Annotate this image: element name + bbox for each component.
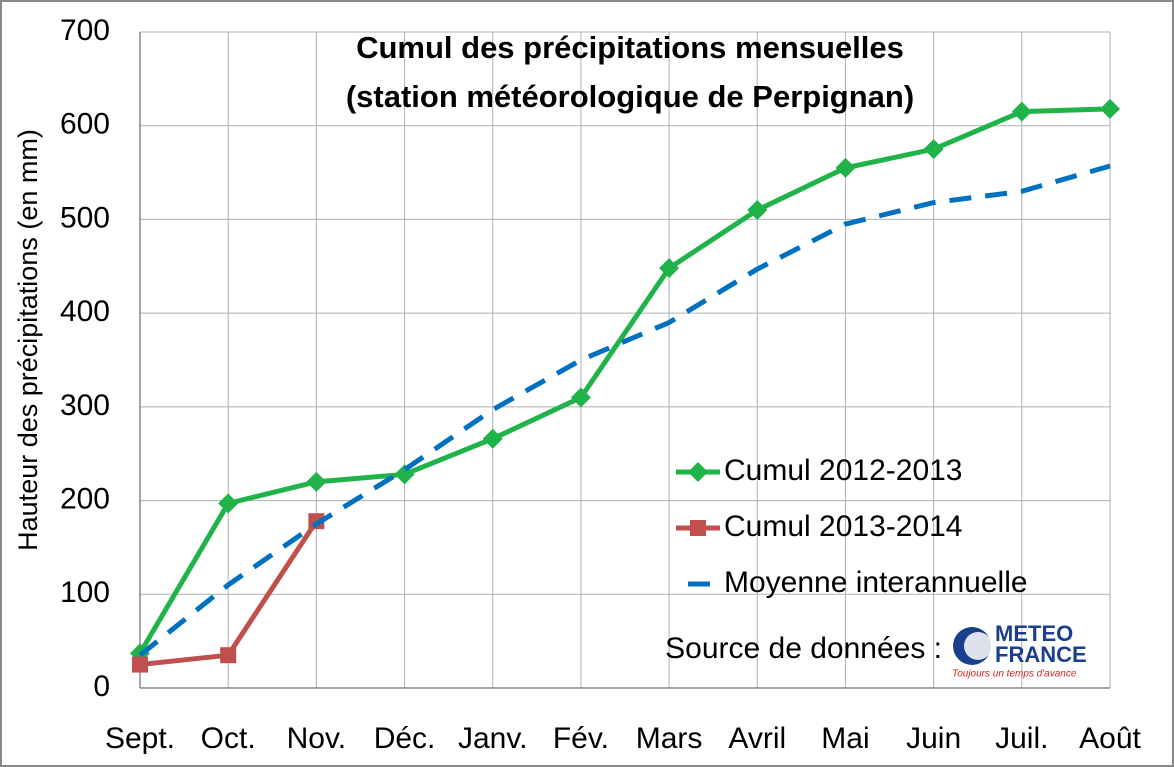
y-tick-label: 500	[60, 201, 110, 234]
logo-slogan: Toujours un temps d'avance	[952, 669, 1077, 680]
marks	[130, 98, 1120, 673]
marker	[570, 387, 591, 408]
marker	[835, 157, 856, 178]
legend-label: Moyenne interannuelle	[724, 566, 1028, 599]
y-tick-label: 400	[60, 295, 110, 328]
marker	[688, 462, 708, 482]
x-tick-label: Fév.	[553, 722, 609, 755]
x-tick-label: Nov.	[287, 722, 346, 755]
marker	[690, 520, 706, 536]
y-tick-label: 100	[60, 576, 110, 609]
x-tick-label: Sept.	[105, 722, 175, 755]
y-tick-label: 300	[60, 389, 110, 422]
series-line	[138, 163, 1111, 658]
chart-title: (station météorologique de Perpignan)	[346, 79, 914, 114]
marker	[220, 647, 237, 664]
legend-label: Cumul 2013-2014	[724, 510, 963, 543]
marker	[132, 656, 148, 673]
marker	[394, 464, 415, 485]
x-tick-label: Août	[1079, 722, 1141, 755]
series-line	[137, 106, 1111, 655]
x-tick-label: Janv.	[458, 722, 527, 755]
marker	[218, 493, 239, 514]
x-tick-label: Oct.	[201, 722, 256, 755]
x-tick-label: Avril	[728, 722, 786, 755]
marker	[923, 139, 944, 160]
x-tick-label: Juil.	[995, 722, 1048, 755]
marker	[659, 258, 680, 279]
y-tick-label: 0	[93, 670, 110, 703]
marker	[1100, 98, 1120, 119]
legend: Cumul 2012-2013 Cumul 2013-2014 Moyenne in…	[676, 454, 1028, 599]
y-axis-label: Hauteur des précipitations (en mm)	[13, 129, 43, 551]
legend-label: Cumul 2012-2013	[724, 454, 963, 487]
x-tick-label: Mai	[821, 722, 869, 755]
logo: METEO FRANCE Toujours un temps d'avance	[952, 621, 1087, 680]
marker	[306, 471, 327, 492]
y-tick-label: 200	[60, 482, 110, 515]
marker	[1011, 101, 1032, 122]
x-tick-label: Mars	[636, 722, 703, 755]
logo-globe-highlight	[964, 632, 992, 660]
logo-text: METEO	[995, 621, 1073, 646]
grid: 0 100 200 300 400 500 600 700 Sept. Oct. Nov. Déc. J…	[60, 14, 1142, 755]
marker	[482, 428, 503, 449]
y-tick-label: 600	[60, 108, 110, 141]
chart-title: Cumul des précipitations mensuelles	[356, 30, 904, 65]
logo-text: FRANCE	[995, 642, 1087, 667]
source-label: Source de données :	[665, 632, 942, 665]
x-tick-label: Juin	[906, 722, 961, 755]
x-tick-label: Déc.	[374, 722, 436, 755]
y-tick-label: 700	[60, 14, 110, 47]
marker	[747, 200, 768, 221]
